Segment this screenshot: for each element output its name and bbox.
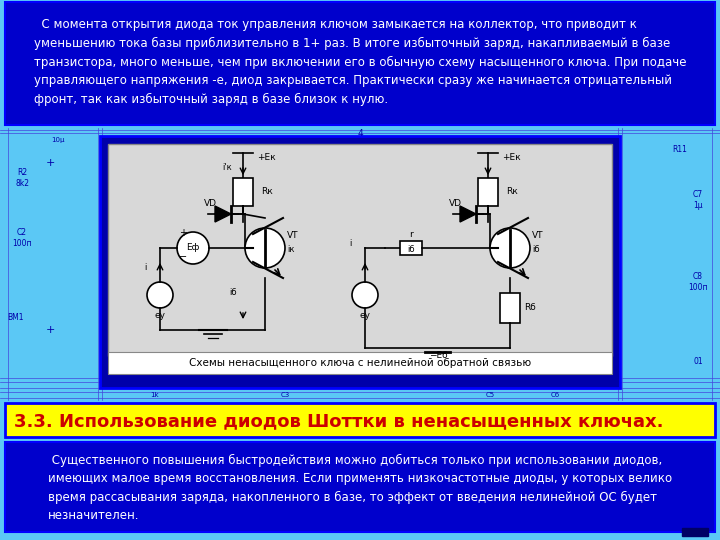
Bar — [500, 293, 520, 323]
Text: 3.3. Использование диодов Шоттки в ненасыщенных ключах.: 3.3. Использование диодов Шоттки в ненас… — [14, 412, 664, 430]
Text: +: + — [45, 325, 55, 335]
Text: +: + — [179, 228, 187, 238]
Text: iк: iк — [287, 246, 294, 254]
Bar — [400, 241, 422, 255]
Text: 01: 01 — [693, 357, 703, 367]
Text: i: i — [144, 263, 146, 272]
Text: еу: еу — [155, 311, 166, 320]
Circle shape — [147, 282, 173, 308]
Text: C7
1µ: C7 1µ — [693, 190, 703, 210]
Text: Rк: Rк — [261, 187, 273, 197]
Text: Схемы ненасыщенного ключа с нелинейной обратной связью: Схемы ненасыщенного ключа с нелинейной о… — [189, 358, 531, 368]
Text: Существенного повышения быстродействия можно добиться только при использовании д: Существенного повышения быстродействия м… — [48, 454, 672, 522]
Text: VD: VD — [449, 199, 462, 208]
Text: 4: 4 — [357, 130, 363, 138]
Text: +Eк: +Eк — [502, 152, 521, 161]
Polygon shape — [460, 206, 476, 222]
Polygon shape — [215, 206, 231, 222]
Text: ВМ1: ВМ1 — [6, 314, 23, 322]
Text: i: i — [348, 239, 351, 248]
Bar — [5, 403, 715, 437]
Text: 10µ: 10µ — [51, 137, 65, 143]
Circle shape — [245, 228, 285, 268]
Bar — [5, 442, 715, 532]
Text: C5: C5 — [485, 392, 495, 398]
Text: +Eк: +Eк — [257, 152, 276, 161]
Text: Rб: Rб — [524, 303, 536, 313]
Text: Eф: Eф — [186, 244, 199, 253]
Text: С момента открытия диода ток управления ключом замыкается на коллектор, что прив: С момента открытия диода ток управления … — [34, 18, 686, 106]
Bar — [108, 352, 612, 374]
Text: R2
8k2: R2 8k2 — [15, 168, 29, 188]
Text: VD: VD — [204, 199, 217, 208]
Text: Rк: Rк — [506, 187, 518, 197]
Bar — [5, 2, 715, 125]
Text: VT: VT — [532, 231, 544, 240]
Text: VT: VT — [287, 231, 299, 240]
Circle shape — [490, 228, 530, 268]
Bar — [108, 144, 612, 356]
Text: iб: iб — [532, 246, 539, 254]
Text: −: − — [179, 252, 187, 262]
Text: R11: R11 — [672, 145, 688, 154]
Text: −Eб: −Eб — [428, 351, 447, 360]
Text: i'к: i'к — [222, 164, 232, 172]
Text: iб: iб — [229, 288, 237, 297]
Text: C8
100п: C8 100п — [688, 272, 708, 292]
Text: еу: еу — [359, 311, 371, 320]
Text: r: r — [409, 230, 413, 239]
Circle shape — [352, 282, 378, 308]
Bar — [233, 178, 253, 206]
Bar — [478, 178, 498, 206]
Text: C6: C6 — [550, 392, 559, 398]
Text: 1k: 1k — [150, 392, 159, 398]
Text: +: + — [45, 158, 55, 168]
Bar — [682, 528, 708, 536]
Text: C3: C3 — [280, 392, 289, 398]
Text: iб: iб — [408, 245, 415, 254]
Text: C2
100п: C2 100п — [12, 228, 32, 248]
Bar — [100, 136, 620, 388]
Circle shape — [177, 232, 209, 264]
